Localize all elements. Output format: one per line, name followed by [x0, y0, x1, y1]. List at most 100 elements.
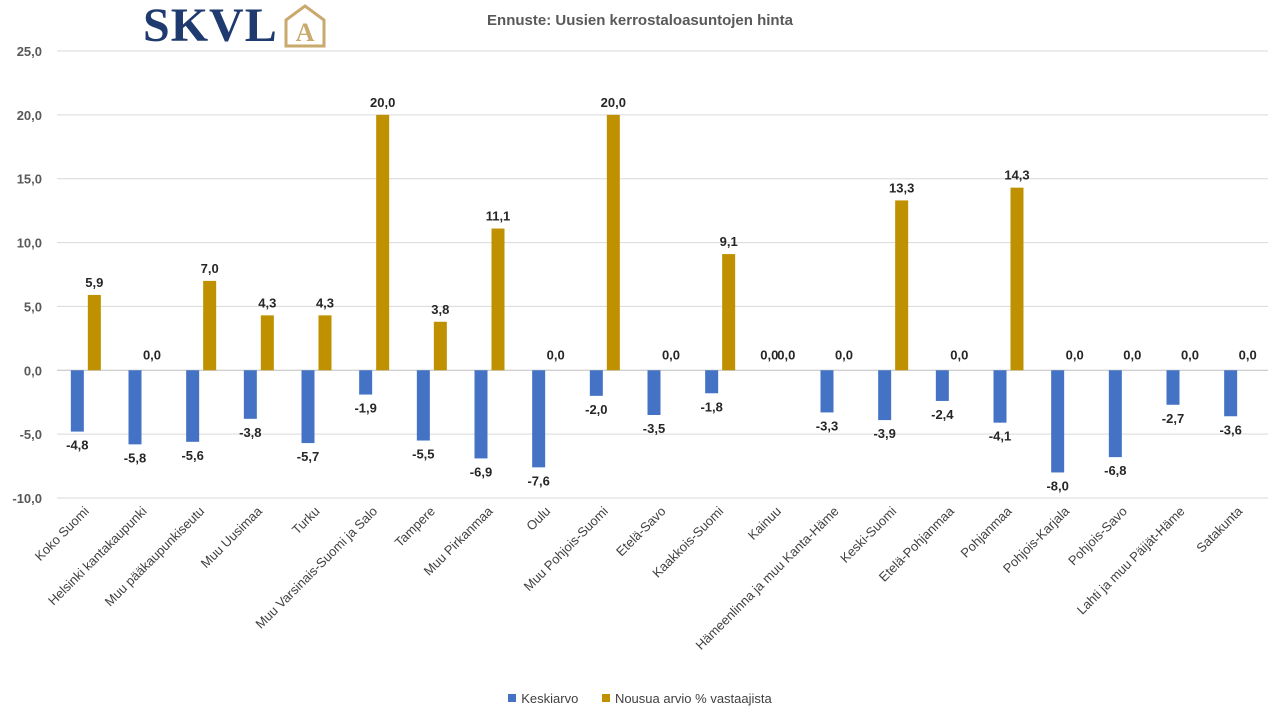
- bar-keskiarvo: [416, 370, 430, 441]
- bar-keskiarvo: [935, 370, 949, 401]
- data-label-keskiarvo: -3,8: [239, 425, 261, 440]
- bar-keskiarvo: [820, 370, 834, 413]
- data-label-keskiarvo: -2,4: [931, 407, 954, 422]
- data-label-nousua: 0,0: [777, 347, 795, 362]
- data-label-keskiarvo: -2,0: [585, 402, 607, 417]
- x-tick-label: Koko Suomi: [32, 503, 92, 563]
- data-label-keskiarvo: -3,5: [643, 421, 665, 436]
- bar-keskiarvo: [359, 370, 373, 395]
- logo-text: SKVL: [143, 0, 278, 52]
- bar-keskiarvo: [1224, 370, 1238, 417]
- data-label-nousua: 4,3: [316, 295, 334, 310]
- x-tick-label: Helsinki kantakaupunki: [45, 503, 150, 608]
- bar-keskiarvo: [1108, 370, 1122, 458]
- bar-keskiarvo: [532, 370, 546, 468]
- svg-text:A: A: [296, 18, 315, 47]
- data-label-keskiarvo: -3,6: [1219, 422, 1241, 437]
- data-label-keskiarvo: -4,1: [989, 429, 1011, 444]
- data-label-nousua: 5,9: [85, 275, 103, 290]
- bar-keskiarvo: [301, 370, 315, 444]
- data-label-nousua: 0,0: [662, 347, 680, 362]
- data-label-keskiarvo: -6,8: [1104, 463, 1126, 478]
- x-tick-label: Muu Uusimaa: [198, 503, 266, 571]
- data-label-nousua: 0,0: [1181, 347, 1199, 362]
- bar-keskiarvo: [1166, 370, 1180, 405]
- legend: Keskiarvo Nousua arvio % vastaajista: [0, 690, 1280, 706]
- skvl-logo: SKVL A: [143, 2, 329, 50]
- x-tick-label: Oulu: [523, 504, 553, 534]
- bar-nousua: [491, 228, 505, 371]
- bar-keskiarvo: [589, 370, 603, 396]
- bar-keskiarvo: [878, 370, 892, 421]
- bar-keskiarvo: [128, 370, 142, 445]
- x-tick-label: Muu pääkaupunkiseutu: [102, 504, 208, 610]
- data-label-keskiarvo: -4,8: [66, 438, 88, 453]
- bar-keskiarvo: [474, 370, 488, 459]
- x-tick-label: Lahti ja muu Päijät-Häme: [1074, 504, 1188, 618]
- bar-nousua: [203, 280, 217, 371]
- data-label-keskiarvo: -7,6: [527, 473, 549, 488]
- data-label-keskiarvo: -5,5: [412, 447, 434, 462]
- y-tick-label: 5,0: [24, 299, 42, 314]
- x-tick-label: Pohjanmaa: [958, 503, 1016, 561]
- data-label-nousua: 4,3: [258, 295, 276, 310]
- x-tick-label: Keski-Suomi: [837, 503, 899, 565]
- y-tick-label: -5,0: [20, 427, 42, 442]
- data-label-nousua: 9,1: [720, 234, 738, 249]
- bar-keskiarvo: [1051, 370, 1065, 473]
- data-label-nousua: 13,3: [889, 180, 914, 195]
- x-tick-label: Muu Varsinais-Suomi ja Salo: [252, 504, 380, 632]
- bar-nousua: [722, 254, 736, 371]
- y-tick-label: 15,0: [17, 172, 42, 187]
- x-tick-label: Satakunta: [1193, 503, 1246, 556]
- y-tick-label: -10,0: [12, 491, 42, 506]
- data-label-nousua: 0,0: [950, 347, 968, 362]
- bar-nousua: [87, 294, 101, 371]
- data-label-nousua: 0,0: [835, 347, 853, 362]
- data-label-nousua: 0,0: [1066, 347, 1084, 362]
- y-tick-label: 25,0: [17, 44, 42, 59]
- bar-nousua: [376, 114, 390, 371]
- bar-keskiarvo: [993, 370, 1007, 423]
- house-a-icon: A: [284, 4, 326, 48]
- bar-nousua: [260, 315, 274, 371]
- bar-nousua: [1010, 187, 1024, 371]
- y-tick-label: 20,0: [17, 108, 42, 123]
- data-label-keskiarvo: -1,8: [700, 399, 722, 414]
- data-label-keskiarvo: -1,9: [354, 401, 376, 416]
- bar-keskiarvo: [186, 370, 200, 442]
- data-label-nousua: 0,0: [547, 347, 565, 362]
- bar-keskiarvo: [243, 370, 257, 419]
- x-tick-label: Etelä-Savo: [613, 504, 669, 560]
- data-label-keskiarvo: -8,0: [1046, 478, 1068, 493]
- legend-swatch-keskiarvo: [508, 694, 517, 702]
- legend-item-keskiarvo: Keskiarvo: [508, 691, 578, 706]
- bar-keskiarvo: [647, 370, 661, 415]
- legend-label-keskiarvo: Keskiarvo: [521, 690, 579, 706]
- data-label-nousua: 7,0: [201, 261, 219, 276]
- data-label-keskiarvo: -6,9: [470, 464, 492, 479]
- chart-title: Ennuste: Uusien kerrostaloasuntojen hint…: [487, 12, 793, 29]
- data-label-keskiarvo: -5,6: [181, 448, 203, 463]
- data-label-nousua: 3,8: [431, 302, 449, 317]
- legend-item-nousua: Nousua arvio % vastaajista: [601, 690, 772, 706]
- y-tick-label: 10,0: [17, 236, 42, 251]
- x-tick-label: Pohjois-Savo: [1065, 504, 1130, 569]
- x-tick-label: Tampere: [392, 504, 438, 550]
- data-label-keskiarvo: -3,9: [873, 426, 895, 441]
- bar-nousua: [606, 114, 620, 371]
- bar-nousua: [895, 200, 909, 371]
- bar-keskiarvo: [705, 370, 719, 394]
- data-label-nousua: 14,3: [1004, 168, 1029, 183]
- data-label-nousua: 11,1: [486, 209, 511, 224]
- x-tick-label: Kainuu: [745, 504, 784, 543]
- legend-label-nousua: Nousua arvio % vastaajista: [614, 690, 772, 706]
- data-label-keskiarvo: 0,0: [760, 347, 778, 362]
- data-label-keskiarvo: -5,7: [297, 449, 319, 464]
- data-label-keskiarvo: -3,3: [816, 418, 838, 433]
- data-label-nousua: 0,0: [1123, 347, 1141, 362]
- legend-swatch-nousua: [601, 694, 610, 702]
- x-tick-label: Turku: [289, 504, 323, 538]
- data-label-nousua: 20,0: [370, 95, 395, 110]
